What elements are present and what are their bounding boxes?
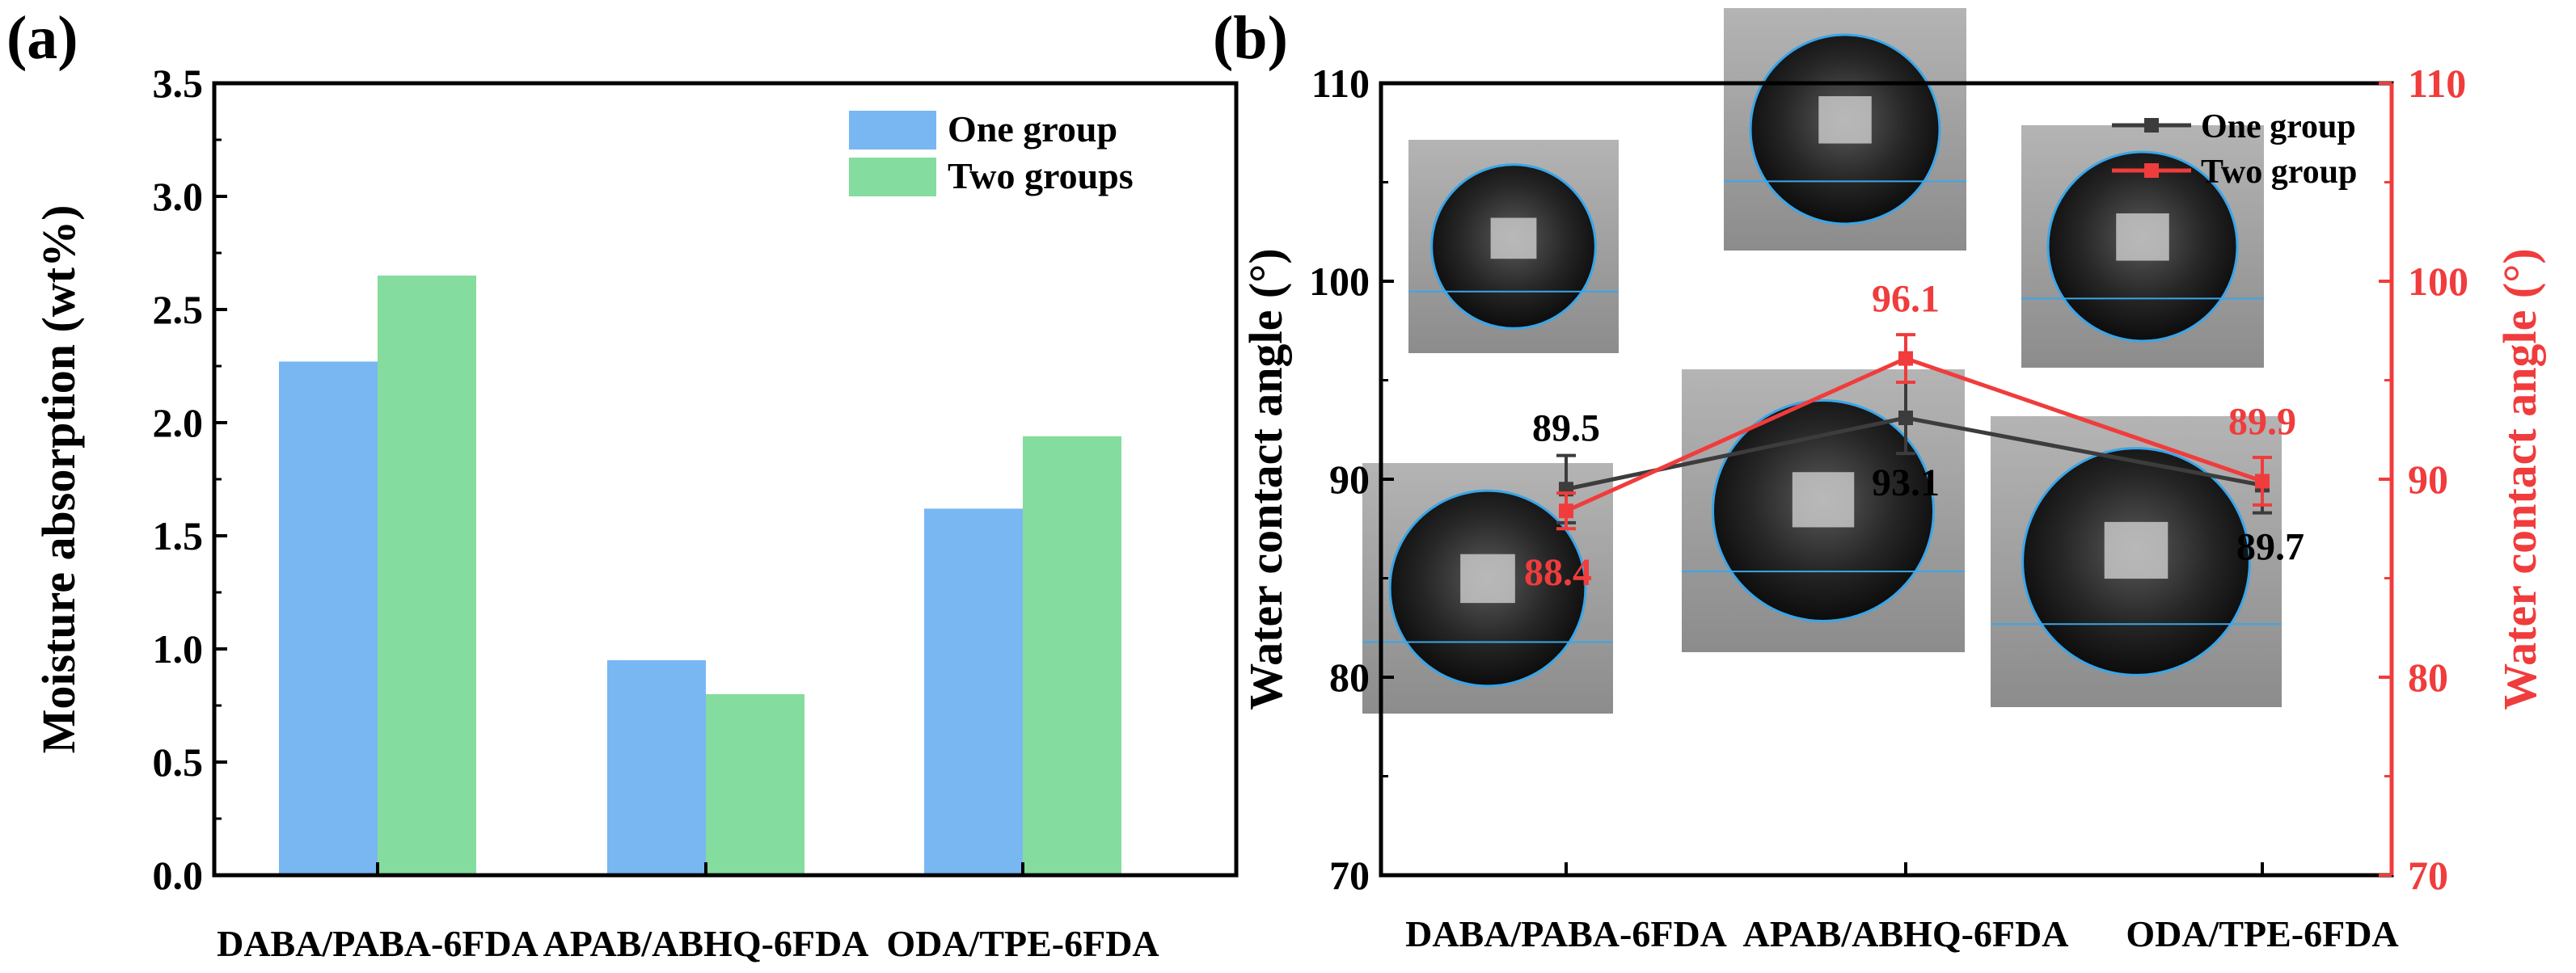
panel-a-label: (a) (6, 4, 78, 72)
panel-b-legend: One group Two group (2112, 108, 2357, 191)
panel-a-legend: One group Two groups (849, 108, 1134, 196)
panel-b-y-ticks: 70 70 80 80 90 90 100 100 110 110 (1309, 61, 2468, 898)
x-tick-label: DABA/PABA-6FDA (217, 923, 538, 964)
data-point (1898, 411, 1913, 426)
droplet-photo-0 (1408, 140, 1619, 353)
data-label: 89.7 (2236, 525, 2304, 568)
legend-label: One group (948, 108, 1117, 150)
data-label: 89.5 (1532, 406, 1600, 449)
x-tick-label: DABA/PABA-6FDA (1405, 913, 1727, 954)
droplet-photo-1 (1362, 463, 1613, 714)
panel-b-x-tick-labels: DABA/PABA-6FDA APAB/ABHQ-6FDA ODA/TPE-6FDA (1405, 862, 2399, 954)
reflection (1490, 217, 1537, 259)
x-tick-label: ODA/TPE-6FDA (886, 923, 1159, 964)
reflection (2104, 521, 2168, 579)
y-tick-label: 1.5 (153, 513, 204, 558)
legend-label: One group (2201, 108, 2356, 145)
x-tick-label: ODA/TPE-6FDA (2126, 913, 2398, 954)
reflection (2116, 213, 2169, 261)
droplet-outline (2046, 150, 2239, 343)
panel-a-bars (279, 276, 1121, 875)
panel-a-x-tick-labels: DABA/PABA-6FDA APAB/ABHQ-6FDA ODA/TPE-6FDA (217, 862, 1159, 964)
left-y-tick-label: 80 (1329, 655, 1370, 700)
y-tick-label: 2.5 (153, 287, 204, 332)
panel-a-plot-frame (212, 81, 1239, 878)
data-point (1559, 503, 1573, 519)
droplet-outline (1749, 33, 1941, 225)
right-y-tick-label: 70 (2408, 853, 2448, 898)
y-tick-label: 0.0 (153, 853, 204, 898)
data-point (2255, 474, 2270, 489)
droplet-photo-4 (2021, 125, 2264, 368)
droplet-outline (1388, 489, 1587, 688)
right-y-tick-label: 110 (2408, 61, 2466, 106)
y-tick-label: 2.0 (153, 400, 204, 445)
bar-one-group-1 (607, 660, 706, 875)
right-y-tick-label: 80 (2408, 655, 2448, 700)
x-tick-label: APAB/ABHQ-6FDA (1743, 913, 2069, 954)
bar-two-groups-1 (706, 694, 804, 875)
panel-a-bar-chart: (a) 0.0 0.5 1.0 1.5 2.0 2.5 3.0 3.5 DABA/PABA-6… (6, 4, 1239, 964)
panel-b-left-y-axis-label: Water contact angle (°) (1239, 248, 1292, 710)
legend-swatch (849, 111, 936, 150)
y-tick-label: 1.0 (153, 626, 204, 672)
legend-swatch (849, 158, 936, 196)
bar-two-groups-2 (1023, 436, 1121, 875)
bar-one-group-0 (279, 361, 378, 875)
droplet-photo-5 (1991, 416, 2282, 707)
right-y-tick-label: 100 (2408, 259, 2468, 304)
bar-two-groups-0 (378, 276, 476, 875)
legend-label: Two group (2201, 154, 2357, 191)
droplet-photo-3 (1682, 369, 1965, 652)
reflection (1792, 472, 1855, 528)
left-y-tick-label: 70 (1329, 853, 1370, 898)
legend-label: Two groups (948, 155, 1134, 196)
y-tick-label: 3.5 (153, 61, 204, 106)
legend-marker (2144, 163, 2159, 178)
right-y-tick-label: 90 (2408, 457, 2448, 502)
droplet-photo-2 (1724, 8, 1966, 251)
reflection (1818, 96, 1872, 144)
left-y-tick-label: 90 (1329, 457, 1370, 502)
droplet-outline (1430, 163, 1597, 330)
reflection (1460, 554, 1515, 604)
panel-a-y-axis-label: Moisture absorption (wt%) (32, 205, 85, 754)
data-label: 89.9 (2228, 400, 2296, 443)
droplet-outline (1712, 399, 1935, 622)
droplet-outline (2021, 447, 2251, 676)
bar-one-group-2 (924, 508, 1023, 875)
left-y-tick-label: 110 (1311, 61, 1370, 106)
legend-marker (2144, 118, 2159, 133)
y-tick-label: 3.0 (153, 174, 204, 219)
data-label: 93.1 (1872, 461, 1940, 504)
left-y-tick-label: 100 (1309, 259, 1370, 304)
panel-a-y-ticks: 0.0 0.5 1.0 1.5 2.0 2.5 3.0 3.5 (153, 61, 227, 898)
x-tick-label: APAB/ABHQ-6FDA (543, 923, 869, 964)
data-label: 96.1 (1872, 278, 1940, 321)
y-tick-label: 0.5 (153, 739, 204, 785)
panel-b-series: 89.5 93.1 89.7 88.4 96.1 89.9 (1524, 278, 2304, 595)
data-label: 88.4 (1524, 551, 1592, 594)
data-point (1898, 351, 1913, 366)
panel-b-droplet-photos (1362, 8, 2282, 714)
panel-b-label: (b) (1213, 4, 1288, 72)
panel-b-right-y-axis-label: Water contact angle (°) (2494, 248, 2546, 710)
